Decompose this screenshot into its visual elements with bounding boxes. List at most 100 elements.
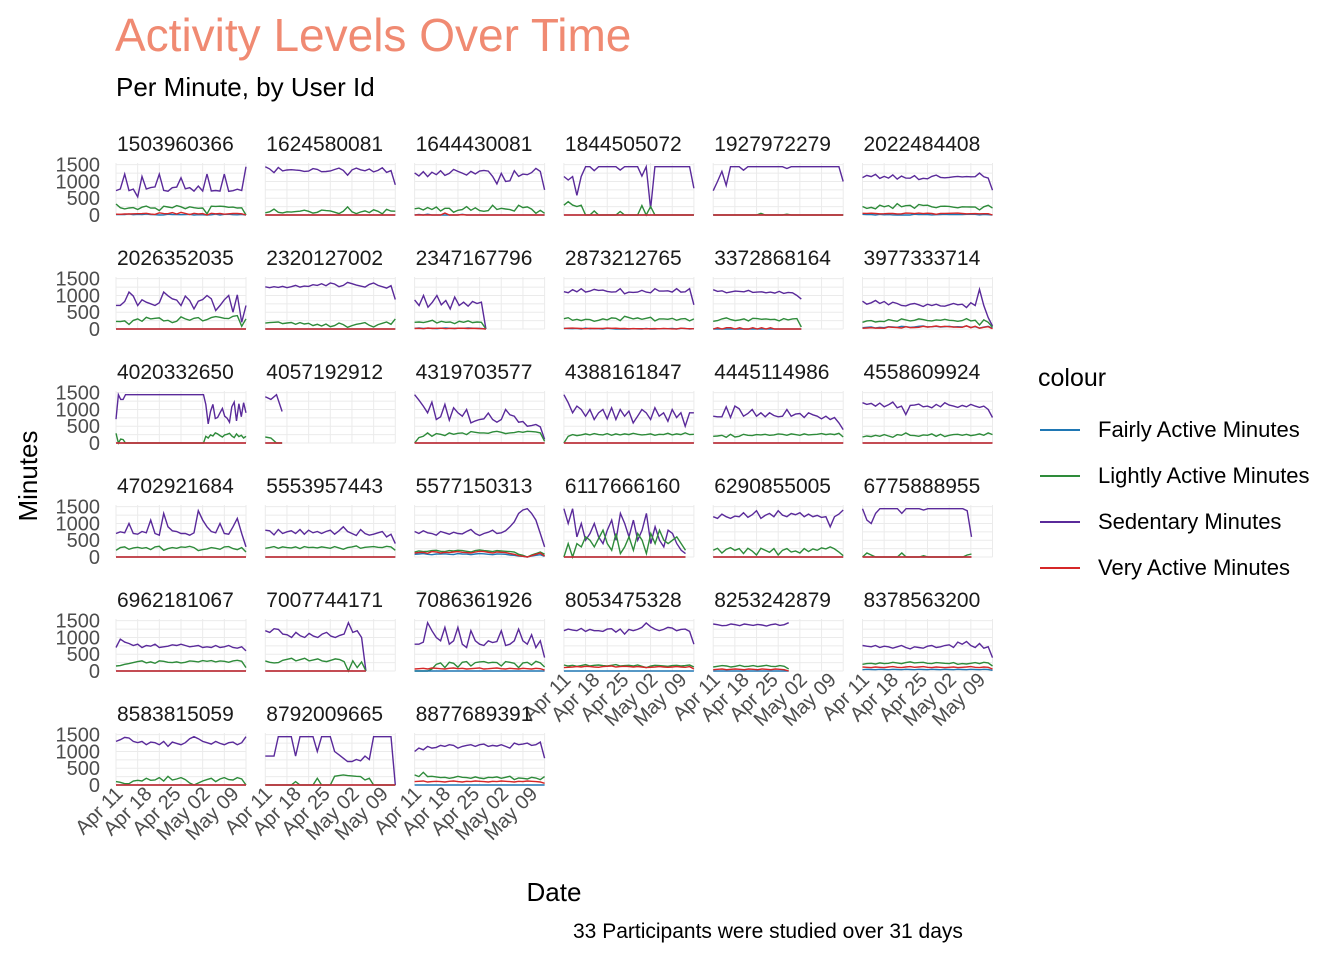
series-line-sedentary	[563, 622, 695, 645]
series-line-sedentary	[265, 525, 396, 544]
facet-label: 2347167796	[416, 247, 533, 270]
y-tick-label: 1000	[56, 285, 101, 307]
facet-label: 7086361926	[416, 589, 533, 612]
legend-key-fairly	[1040, 429, 1080, 431]
y-tick-label: 500	[67, 416, 100, 438]
series-line-sedentary	[862, 401, 994, 418]
series-line-sedentary	[414, 507, 546, 548]
y-axis-title: Minutes	[13, 430, 43, 521]
facet-label: 6290855005	[714, 475, 831, 498]
facet-panel: 2320127002	[264, 247, 396, 330]
series-line-very	[563, 327, 694, 330]
y-tick-label: 500	[67, 530, 100, 552]
facet-label: 2320127002	[266, 247, 383, 270]
facet-label: 7007744171	[266, 589, 383, 612]
series-line-sedentary	[414, 394, 546, 440]
series-line-lightly	[414, 319, 487, 330]
series-line-sedentary	[563, 394, 694, 429]
y-tick-label: 1000	[56, 399, 101, 421]
legend-label: Very Active Minutes	[1098, 555, 1290, 580]
series-line-lightly	[115, 203, 247, 216]
y-tick-label: 0	[89, 433, 100, 455]
series-line-lightly	[862, 661, 993, 667]
facet-label: 1624580081	[266, 133, 383, 156]
facet-label: 8792009665	[266, 703, 383, 726]
series-line-sedentary	[862, 172, 994, 191]
legend-item-very: Very Active Minutes	[1040, 553, 1290, 583]
x-axis-title: Date	[527, 877, 582, 907]
legend-item-sedentary: Sedentary Minutes	[1040, 507, 1281, 537]
facet-label: 5553957443	[266, 475, 383, 498]
y-tick-label: 0	[89, 547, 100, 569]
series-line-lightly	[713, 317, 802, 328]
facet-label: 6775888955	[864, 475, 981, 498]
series-line-very	[414, 667, 545, 671]
series-line-lightly	[115, 545, 247, 553]
facet-label: 2022484408	[864, 133, 981, 156]
series-line-lightly	[414, 660, 546, 672]
legend-key-sedentary	[1040, 521, 1080, 523]
series-line-lightly	[265, 436, 283, 444]
y-tick-label: 1500	[56, 611, 101, 633]
series-line-very	[563, 665, 695, 670]
series-line-lightly	[414, 430, 546, 444]
series-line-fairly	[862, 668, 993, 671]
chart-subtitle: Per Minute, by User Id	[116, 72, 375, 102]
legend-label: Fairly Active Minutes	[1098, 417, 1300, 442]
series-line-lightly	[115, 659, 247, 668]
y-tick-label: 0	[89, 205, 100, 227]
series-line-sedentary	[862, 286, 994, 327]
series-line-lightly	[862, 432, 993, 439]
facet-label: 2026352035	[117, 247, 234, 270]
series-line-sedentary	[115, 166, 247, 199]
facet-panel: 7007744171	[264, 589, 396, 673]
series-line-lightly	[563, 663, 695, 669]
series-line-sedentary	[712, 165, 844, 191]
series-line-lightly	[563, 315, 695, 323]
facet-label: 8877689391	[416, 703, 533, 726]
y-tick-label: 1000	[56, 171, 101, 193]
series-line-very	[115, 211, 247, 216]
series-line-sedentary	[414, 620, 546, 658]
facet-label: 8253242879	[714, 589, 831, 612]
facet-label: 4445114986	[714, 361, 829, 384]
series-line-lightly	[115, 314, 247, 328]
facet-panel: 2347167796	[414, 247, 546, 330]
series-line-lightly	[563, 528, 687, 560]
series-line-sedentary	[414, 167, 546, 191]
facet-panel: 1624580081	[264, 133, 396, 216]
series-line-sedentary	[116, 290, 247, 323]
y-tick-label: 1000	[56, 627, 101, 649]
facet-label: 8583815059	[117, 703, 234, 726]
series-line-lightly	[414, 771, 546, 781]
series-line-sedentary	[414, 741, 546, 759]
series-line-very	[862, 325, 993, 330]
facet-label: 8378563200	[864, 589, 981, 612]
series-line-sedentary	[713, 622, 789, 627]
series-line-sedentary	[265, 736, 396, 786]
series-line-lightly	[265, 205, 396, 215]
facet-panel: 4445114986	[712, 361, 844, 444]
facet-label: 4057192912	[266, 361, 383, 384]
series-line-sedentary	[712, 289, 802, 300]
y-tick-label: 500	[67, 758, 100, 780]
series-line-sedentary	[563, 287, 695, 305]
facet-label: 1844505072	[565, 133, 682, 156]
legend-item-lightly: Lightly Active Minutes	[1040, 461, 1310, 491]
series-line-very	[414, 327, 486, 330]
chart-title: Activity Levels Over Time	[115, 9, 632, 61]
series-line-very	[713, 326, 802, 330]
facet-label: 3372868164	[714, 247, 831, 270]
series-line-sedentary	[115, 392, 247, 425]
series-line-sedentary	[713, 404, 844, 430]
y-tick-label: 1000	[56, 513, 101, 535]
facet-label: 1927972279	[714, 133, 831, 156]
legend-item-fairly: Fairly Active Minutes	[1040, 415, 1300, 445]
facet-panel: 4057192912	[264, 361, 396, 444]
facet-panel: 5553957443	[264, 475, 396, 558]
